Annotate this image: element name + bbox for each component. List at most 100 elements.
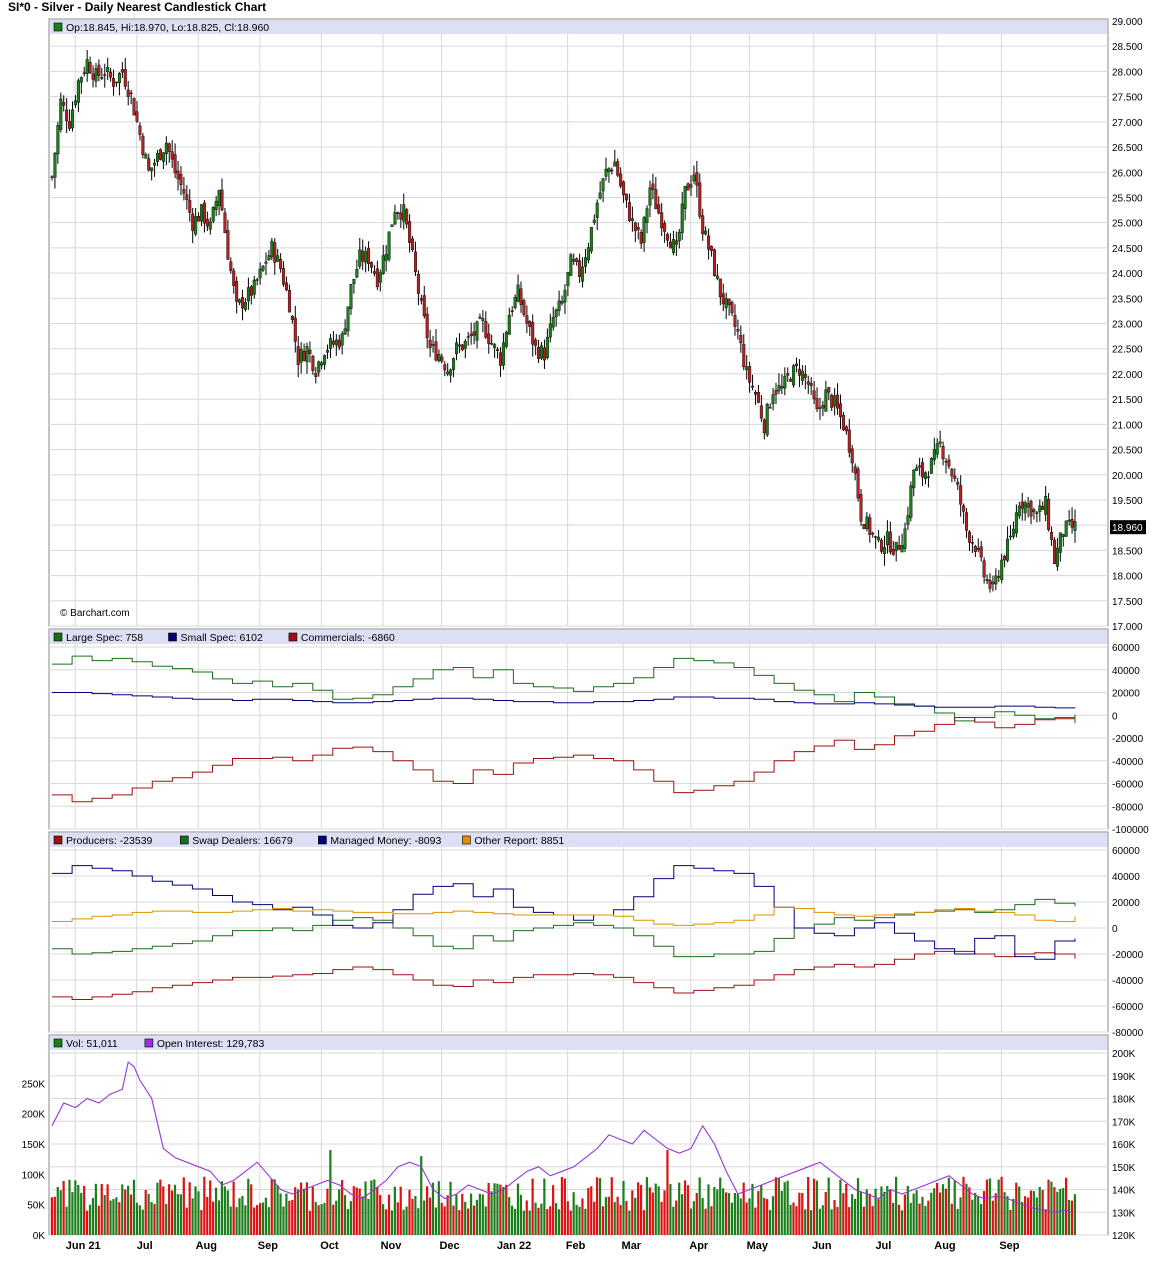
candle-body [235,281,239,302]
candle-body [1003,555,1007,561]
candle-body [885,531,889,546]
candle-body [352,278,356,284]
candles [50,49,1077,593]
candle-body [246,287,250,302]
volume-bar [329,1150,332,1235]
candle-body [534,339,538,346]
candle-body [780,386,784,389]
candle-body [736,329,740,332]
candle-body [1044,496,1048,515]
candle-body [710,246,714,251]
volume-bar [581,1198,584,1235]
volume-bar [768,1209,772,1235]
candle-body [627,202,631,221]
volume-bar [294,1187,297,1235]
candle-body [516,284,520,302]
y-tick-label: 22.000 [1112,370,1143,381]
volume-bar [815,1180,819,1235]
volume-bar [906,1185,909,1235]
candle-body [569,254,573,276]
candle-body [340,333,344,346]
volume-bar [596,1177,599,1235]
volume-bar [91,1198,95,1235]
volume-bar [135,1202,139,1235]
candle-body [82,72,86,74]
candle-body [243,302,247,310]
y-tick-label: 24.000 [1112,269,1143,280]
candle-body [85,59,89,74]
candle-body [519,288,523,305]
candle-body [161,152,165,162]
volume-bar [472,1205,476,1235]
volume-bar [956,1208,959,1235]
volume-bar [291,1200,294,1235]
candle-body [408,221,412,243]
candle-body [607,168,611,173]
volume-bar [132,1179,136,1235]
y-tick-label: 20.000 [1112,471,1143,482]
volume-bar [645,1177,649,1235]
x-tick-label: Jul [137,1240,153,1252]
candle-body [220,189,224,211]
volume-bar [622,1180,625,1235]
candle-body [94,68,98,82]
candle-body [361,250,365,262]
candle-body [498,352,502,366]
volume-bar [414,1195,417,1235]
candle-body [372,271,376,274]
volume-bar [883,1191,886,1235]
x-tick-label: Jun [812,1240,832,1252]
volume-bar [194,1186,197,1235]
volume-bar [710,1206,713,1235]
volume-bar [947,1177,950,1235]
volume-bar [821,1205,824,1235]
y-tick-label: 29.000 [1112,17,1143,28]
volume-bar [669,1183,672,1235]
volume-bar [953,1180,956,1235]
candle-body [818,407,822,409]
volume-bar [839,1179,842,1235]
x-tick-label: Oct [320,1240,339,1252]
volume-bar [642,1210,646,1235]
candle-body [586,247,590,261]
volume-bar [894,1176,898,1235]
candle-body [663,223,667,232]
volume-bar [150,1201,153,1235]
candle-body [965,512,969,531]
volume-bar [569,1210,572,1235]
volume-bar [153,1203,156,1235]
candle-body [985,579,989,581]
legend-label: Vol: 51,011 [66,1038,118,1050]
candle-body [334,339,338,346]
candle-body [718,278,722,298]
candle-body [991,581,995,585]
candle-body [91,73,95,80]
candle-body [924,472,928,479]
volume-bar [757,1191,760,1235]
volume-bar [109,1200,112,1235]
y-tick-label: 160K [1112,1140,1136,1151]
legend-label: Producers: -23539 [66,835,153,847]
series-line-other-report [52,906,1076,926]
candle-body [1055,547,1059,567]
candle-body [68,121,72,129]
volume-bar [452,1205,455,1235]
y-tick-label: 20.500 [1112,446,1143,457]
candle-body [976,548,980,550]
volume-bar [534,1202,537,1235]
candle-body [73,100,77,106]
volume-bar [543,1178,546,1235]
candle-body [493,344,497,348]
candle-body [326,350,330,353]
volume-bar [1073,1194,1076,1235]
open-interest-line [51,1061,1073,1214]
candle-body [680,203,684,234]
volume-bar [604,1197,608,1235]
volume-bar [247,1178,250,1235]
legend-swatch [168,632,177,642]
volume-bar [352,1186,355,1235]
candle-body [375,268,379,288]
candle-body [727,298,731,306]
x-tick-label: Mar [622,1240,642,1252]
